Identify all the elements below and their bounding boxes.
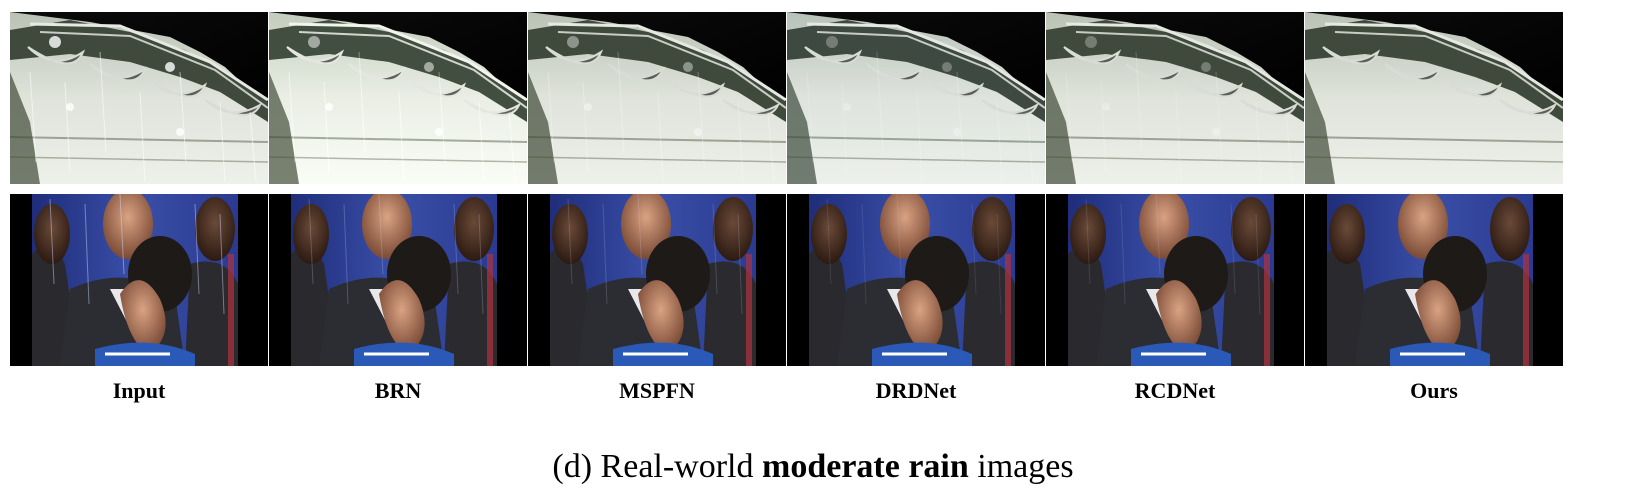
caption-index: (d) — [552, 448, 593, 485]
column-label-ours: Ours — [1410, 378, 1458, 403]
people-image-mspfn — [528, 194, 786, 366]
column-label-rcdnet: RCDNet — [1134, 378, 1216, 403]
people-image-ours — [1305, 194, 1563, 366]
column-label-drdnet: DRDNet — [875, 378, 957, 403]
roof-image-rcdnet — [1046, 12, 1304, 184]
people-image-brn — [269, 194, 527, 366]
comparison-grid: Input BRN MSPFN DRDNet — [10, 12, 1616, 412]
people-image-drdnet — [787, 194, 1045, 366]
roof-image-brn — [269, 12, 527, 184]
roof-image-mspfn — [528, 12, 786, 184]
caption-suffix: images — [977, 448, 1074, 485]
roof-image-drdnet — [787, 12, 1045, 184]
caption-emphasis: moderate rain — [762, 448, 969, 485]
column-label-brn: BRN — [374, 378, 422, 403]
people-image-rcdnet — [1046, 194, 1304, 366]
column-label-input: Input — [112, 378, 166, 403]
people-image-input — [10, 194, 268, 366]
column-label-mspfn: MSPFN — [619, 378, 695, 403]
roof-image-input — [10, 12, 268, 184]
caption-prefix: Real-world — [600, 448, 754, 485]
roof-image-ours — [1305, 12, 1563, 184]
figure-caption: (d) Real-world moderate rain images — [0, 448, 1626, 486]
